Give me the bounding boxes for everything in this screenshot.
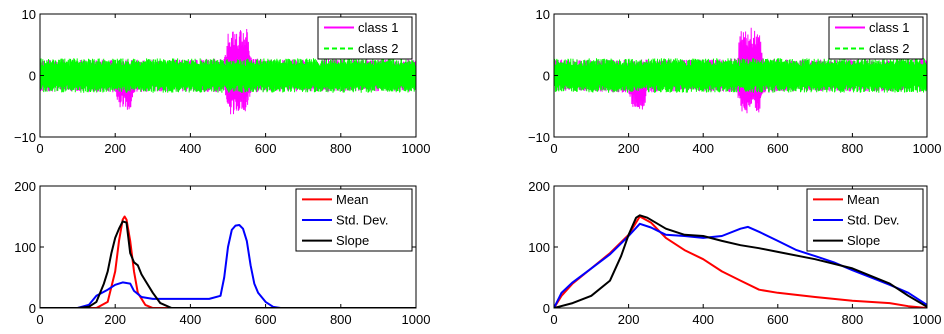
x-tick-label: 400 (180, 141, 202, 156)
y-tick-label: 100 (528, 240, 550, 255)
x-tick-label: 200 (104, 141, 126, 156)
series-line-std-dev- (40, 224, 416, 308)
x-tick-label: 1000 (913, 141, 942, 156)
x-tick-label: 200 (618, 312, 640, 327)
bottom-left-feature-plot: 0 200 400 600 800 1000 0 100 200 Mean Std. Dev. Slo… (14, 179, 430, 327)
plot-area (554, 27, 927, 114)
y-tick-label: −10 (14, 130, 36, 145)
x-tick-label: 600 (255, 312, 277, 327)
y-tick-label: 100 (14, 240, 36, 255)
x-tick-label: 800 (842, 141, 864, 156)
legend-label: Std. Dev. (847, 213, 900, 228)
y-tick-label: 200 (14, 179, 36, 194)
x-tick-label: 0 (36, 141, 43, 156)
plot-area (554, 214, 927, 308)
x-tick-label: 200 (618, 141, 640, 156)
y-tick-label: 0 (29, 69, 36, 84)
x-tick-label: 600 (767, 312, 789, 327)
x-tick-label: 0 (550, 141, 557, 156)
y-tick-label: −10 (528, 130, 550, 145)
legend-label: class 2 (869, 41, 909, 56)
plot-area (40, 215, 416, 308)
x-tick-label: 400 (692, 312, 714, 327)
legend: Mean Std. Dev. Slope (295, 188, 413, 252)
bottom-right-feature-plot: 0 200 400 600 800 1000 0 100 200 Mean Std. Dev. Slo… (528, 179, 941, 327)
x-tick-label: 0 (36, 312, 43, 327)
legend-label: Slope (336, 233, 369, 248)
series-line-slope (554, 214, 927, 308)
legend-label: Mean (847, 192, 880, 207)
series-line-slope (40, 220, 416, 308)
x-tick-label: 200 (104, 312, 126, 327)
y-tick-label: 10 (22, 7, 36, 22)
legend: Mean Std. Dev. Slope (806, 188, 924, 252)
x-tick-label: 400 (692, 141, 714, 156)
series-line-mean (40, 215, 416, 308)
y-tick-label: 0 (543, 69, 550, 84)
y-tick-label: 200 (528, 179, 550, 194)
x-tick-label: 600 (767, 141, 789, 156)
plot-area (40, 28, 416, 115)
legend-label: Slope (847, 233, 880, 248)
legend-label: class 1 (869, 20, 909, 35)
legend-box (317, 16, 413, 60)
legend-label: Mean (336, 192, 369, 207)
legend-box (828, 16, 924, 60)
x-tick-label: 1000 (913, 312, 942, 327)
x-tick-label: 400 (180, 312, 202, 327)
x-tick-label: 0 (550, 312, 557, 327)
y-tick-label: 10 (536, 7, 550, 22)
y-tick-label: 0 (543, 301, 550, 316)
legend-label: class 1 (358, 20, 398, 35)
x-tick-label: 1000 (402, 312, 431, 327)
series-line-class-2 (40, 58, 416, 93)
x-tick-label: 800 (330, 312, 352, 327)
x-tick-label: 800 (330, 141, 352, 156)
series-line-class-2 (554, 58, 927, 93)
legend: class 1 class 2 (317, 16, 413, 60)
legend: class 1 class 2 (828, 16, 924, 60)
legend-label: class 2 (358, 41, 398, 56)
series-line-std-dev- (554, 222, 927, 308)
legend-label: Std. Dev. (336, 213, 389, 228)
x-tick-label: 600 (255, 141, 277, 156)
y-tick-label: 0 (29, 301, 36, 316)
x-tick-label: 1000 (402, 141, 431, 156)
x-tick-label: 800 (842, 312, 864, 327)
